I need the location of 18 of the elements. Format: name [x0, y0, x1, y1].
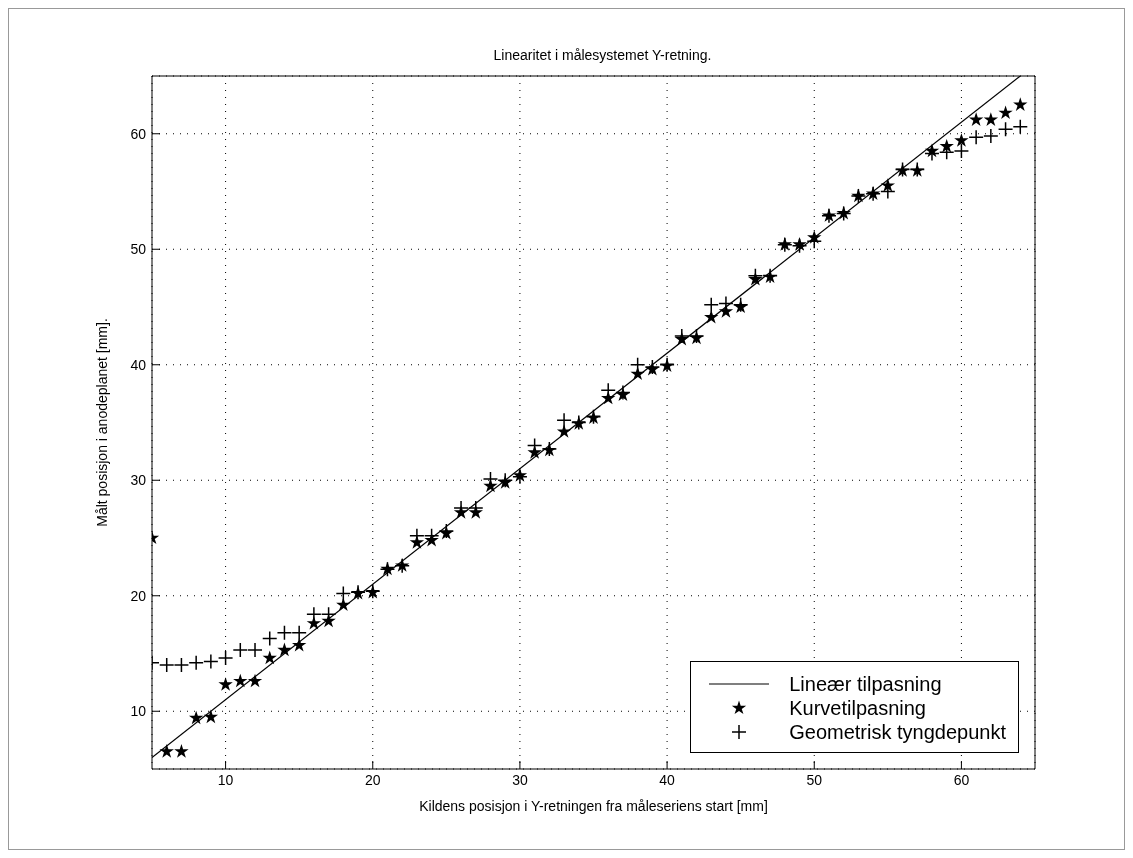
y-tick-label: 60 [130, 125, 147, 142]
y-tick-label: 10 [130, 703, 147, 720]
legend-label: Lineær tilpasning [789, 672, 942, 696]
chart-title: Linearitet i målesystemet Y-retning. [492, 47, 713, 63]
legend-label: Kurvetilpasning [789, 696, 926, 720]
y-tick-label: 50 [130, 241, 147, 258]
y-tick-label: 40 [130, 356, 147, 373]
y-tick-label: 20 [130, 587, 147, 604]
x-axis-title: Kildens posisjon i Y-retningen fra måleseriens start [mm] [419, 798, 768, 814]
x-tick-label: 50 [806, 771, 823, 788]
x-tick-label: 40 [659, 771, 676, 788]
y-axis-title: Målt posisjon i anodeplanet [mm]. [93, 318, 110, 527]
legend-label: Geometrisk tyngdepunkt [789, 720, 1006, 744]
y-tick-label: 30 [130, 472, 147, 489]
x-tick-label: 20 [364, 771, 381, 788]
x-tick-label: 10 [217, 771, 234, 788]
x-tick-label: 30 [512, 771, 528, 788]
x-tick-label: 60 [953, 771, 970, 788]
